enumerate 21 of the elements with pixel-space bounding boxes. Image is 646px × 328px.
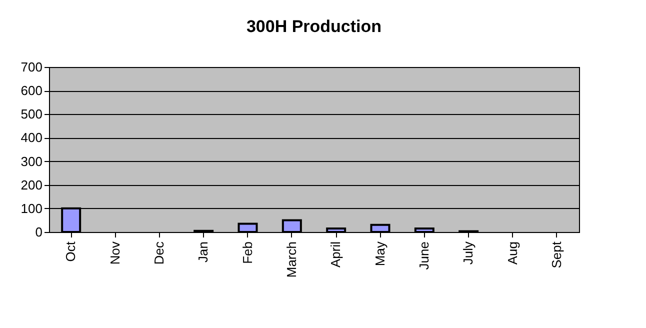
x-tick-label: Jan xyxy=(196,242,211,262)
x-tick-label: Oct xyxy=(63,241,78,262)
y-tick-label: 400 xyxy=(20,130,42,146)
y-tick-label: 500 xyxy=(20,106,42,122)
x-tick-label: May xyxy=(372,241,388,266)
y-tick-label: 600 xyxy=(20,83,42,98)
y-tick-label: 700 xyxy=(20,60,42,74)
y-tick-label: 200 xyxy=(20,177,42,192)
x-tick-label: Feb xyxy=(240,242,255,264)
y-tick-label: 100 xyxy=(20,200,42,216)
x-tick-label: Aug xyxy=(504,242,520,265)
x-tick-label: Dec xyxy=(151,241,166,265)
x-tick-label: March xyxy=(284,242,299,278)
x-tick-label: Sept xyxy=(548,241,564,268)
x-tick-label: July xyxy=(460,241,476,265)
y-tick-label: 0 xyxy=(35,224,42,240)
y-tick-label: 300 xyxy=(20,154,42,169)
x-tick-label: Nov xyxy=(107,241,122,265)
x-tick-label: June xyxy=(416,242,432,270)
chart-title: 300H Production xyxy=(246,17,382,36)
x-tick-label: April xyxy=(328,241,344,268)
